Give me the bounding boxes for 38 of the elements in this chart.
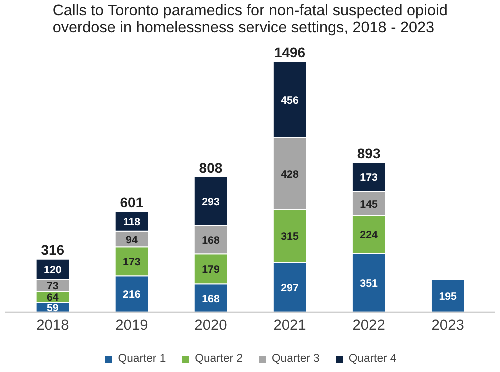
data-label: 351 [360,278,378,290]
data-label: 428 [281,168,299,181]
data-label: 195 [439,290,458,303]
data-label: 173 [123,256,141,269]
data-label: 168 [202,235,220,248]
data-label: 179 [202,264,220,276]
data-label: 64 [46,292,59,304]
data-label: 224 [360,230,378,242]
total-label: 893 [357,146,381,162]
data-label: 216 [123,289,141,302]
legend-label: Quarter 2 [195,353,243,365]
legend-label: Quarter 3 [272,353,320,365]
total-label: 601 [120,194,144,210]
data-label: 168 [202,293,220,306]
legend-label: Quarter 1 [118,353,166,365]
x-tick-label: 2021 [274,318,306,334]
total-label: 316 [41,242,65,258]
data-label: 59 [46,302,59,314]
data-label: 173 [360,172,378,184]
total-label: 808 [199,160,223,176]
x-tick-label: 2018 [36,318,70,334]
data-label: 456 [281,94,299,107]
data-label: 120 [44,264,62,276]
data-label: 118 [123,216,141,228]
data-label: 94 [126,234,138,246]
data-label: 73 [46,280,59,293]
total-label: 1496 [274,44,306,60]
data-label: 297 [281,282,299,294]
x-tick-label: 2020 [194,318,228,334]
x-tick-label: 2022 [352,318,386,334]
data-label: 145 [360,198,378,211]
x-tick-label: 2023 [432,318,464,334]
data-label: 315 [281,231,299,244]
bar [430,279,466,313]
chart-title: Calls to Toronto paramedics for non-fatal suspected opioid overdose in homelessness service settings, 2018 - 2023 [52,2,448,36]
x-tick-label: 2019 [116,318,148,334]
data-label: 293 [202,196,220,208]
legend-label: Quarter 4 [348,353,397,365]
